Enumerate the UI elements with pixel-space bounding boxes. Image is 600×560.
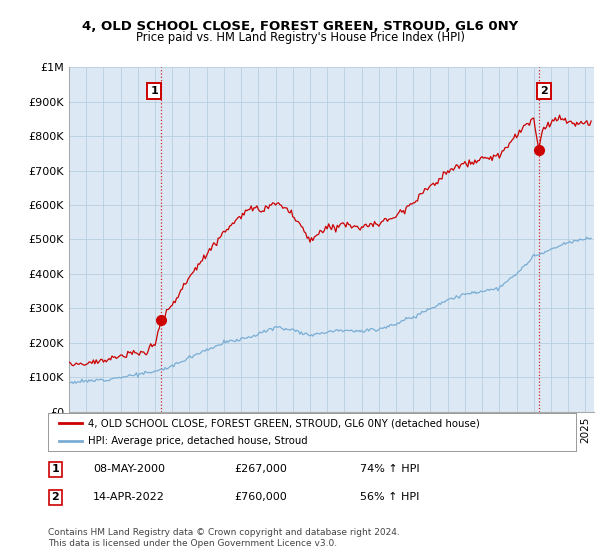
Text: 4, OLD SCHOOL CLOSE, FOREST GREEN, STROUD, GL6 0NY: 4, OLD SCHOOL CLOSE, FOREST GREEN, STROU… — [82, 20, 518, 32]
Text: 2: 2 — [52, 492, 59, 502]
Text: 2: 2 — [540, 86, 548, 96]
Text: Price paid vs. HM Land Registry's House Price Index (HPI): Price paid vs. HM Land Registry's House … — [136, 31, 464, 44]
Text: 1: 1 — [52, 464, 59, 474]
Text: £760,000: £760,000 — [234, 492, 287, 502]
Text: HPI: Average price, detached house, Stroud: HPI: Average price, detached house, Stro… — [88, 436, 307, 446]
Text: 56% ↑ HPI: 56% ↑ HPI — [360, 492, 419, 502]
Text: Contains HM Land Registry data © Crown copyright and database right 2024.
This d: Contains HM Land Registry data © Crown c… — [48, 528, 400, 548]
Text: 1: 1 — [151, 86, 158, 96]
Text: 14-APR-2022: 14-APR-2022 — [93, 492, 165, 502]
Text: 08-MAY-2000: 08-MAY-2000 — [93, 464, 165, 474]
Text: £267,000: £267,000 — [234, 464, 287, 474]
Text: 4, OLD SCHOOL CLOSE, FOREST GREEN, STROUD, GL6 0NY (detached house): 4, OLD SCHOOL CLOSE, FOREST GREEN, STROU… — [88, 418, 479, 428]
Text: 74% ↑ HPI: 74% ↑ HPI — [360, 464, 419, 474]
